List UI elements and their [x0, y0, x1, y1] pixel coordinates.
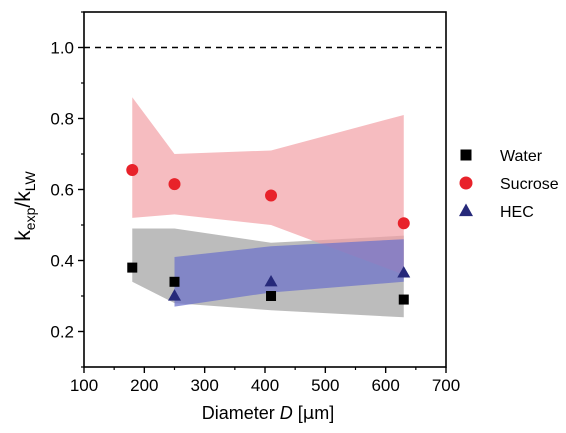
- data-points: [126, 163, 411, 305]
- legend-label-sucrose: Sucrose: [500, 176, 559, 193]
- x-tick-label: 700: [432, 376, 460, 395]
- point-water: [266, 291, 277, 301]
- legend-label-water: Water: [500, 148, 543, 165]
- x-tick-label: 600: [371, 376, 399, 395]
- confidence-bands: [132, 97, 404, 318]
- y-tick-label: 0.2: [50, 323, 74, 342]
- legend-marker-hec: [459, 203, 473, 217]
- point-water: [127, 262, 138, 273]
- band-sucrose: [132, 97, 404, 275]
- point-water: [398, 294, 409, 305]
- x-tick-label: 400: [251, 376, 279, 395]
- point-water: [169, 276, 180, 287]
- point-hec: [168, 289, 181, 301]
- legend-label-hec: HEC: [500, 204, 534, 221]
- point-hec: [397, 266, 411, 278]
- point-sucrose: [126, 163, 139, 176]
- legend: Water Sucrose HEC: [459, 148, 559, 221]
- y-tick-label: 0.8: [50, 110, 74, 129]
- point-sucrose: [265, 189, 278, 202]
- point-hec: [264, 274, 278, 287]
- point-sucrose: [168, 178, 181, 191]
- y-axis-label: kexp/kLW: [12, 171, 38, 241]
- x-axis-ticks: 100 200 300 400 500 600 700: [70, 367, 460, 395]
- x-tick-label: 500: [311, 376, 339, 395]
- y-tick-label: 0.4: [50, 252, 74, 271]
- x-tick-label: 200: [130, 376, 158, 395]
- x-axis-label: Diameter D [μm]: [202, 403, 335, 424]
- y-axis-ticks: 0.2 0.4 0.6 0.8 1.0: [50, 11, 84, 368]
- x-tick-label: 100: [70, 376, 98, 395]
- point-sucrose: [397, 217, 410, 230]
- band-hec: [174, 239, 404, 307]
- y-tick-label: 1.0: [50, 39, 74, 58]
- legend-marker-water: [460, 149, 472, 161]
- legend-marker-sucrose: [459, 176, 473, 190]
- y-tick-label: 0.6: [50, 181, 74, 200]
- x-tick-label: 300: [190, 376, 218, 395]
